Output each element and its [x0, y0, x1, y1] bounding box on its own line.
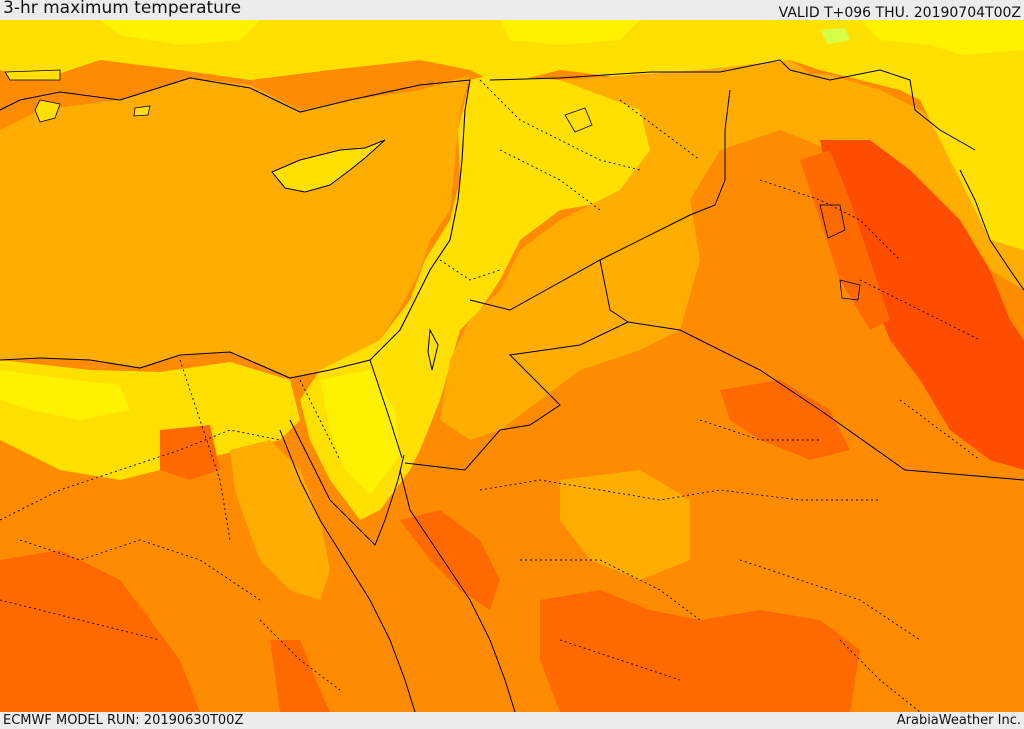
border-egypt-israel: [369, 359, 403, 459]
turkey-coastline: [0, 77, 471, 113]
border-jordan-saudi: [404, 259, 630, 471]
model-run: ECMWF MODEL RUN: 20190630T00Z: [3, 713, 244, 728]
redsea-east-coastline: [399, 469, 516, 712]
temp-zone-saudi-light: [560, 470, 690, 580]
temp-zone-saudi-south-hot: [540, 590, 860, 712]
persian-gulf-coast: [959, 169, 1024, 291]
temp-zone-iraq-hot: [820, 140, 1024, 470]
temp-zone-egypt-west-hot: [160, 425, 220, 480]
map-canvas: [0, 20, 1024, 712]
temp-zone-redsea-coast: [400, 510, 500, 610]
temperature-map: [0, 20, 1024, 712]
temp-zone-sudan-hot-2: [270, 640, 330, 712]
temp-zone-north-light: [100, 20, 1024, 70]
persian-gulf-lakes: [819, 204, 861, 301]
greek-islands: [4, 69, 151, 123]
map-title: 3-hr maximum temperature: [3, 0, 242, 18]
temp-zone-syria: [440, 60, 820, 440]
border-syria-iraq: [489, 59, 976, 151]
temp-zone-nile: [230, 440, 330, 600]
temp-zone-iran-yellow: [900, 50, 1024, 250]
redsea-west-coastline: [279, 429, 416, 712]
border-syria-iraq-south: [469, 89, 731, 311]
credit-text: ArabiaWeather Inc.: [896, 713, 1021, 728]
border-iraq-saudi: [627, 321, 1024, 481]
temp-zone-green-speck: [820, 28, 850, 44]
province-borders: [0, 79, 981, 712]
temp-zone-egypt-coast-bright: [0, 370, 130, 420]
valid-time: VALID T+096 THU. 20190704T00Z: [778, 5, 1021, 21]
lake-tuz: [564, 107, 593, 133]
gulf-suez: [289, 419, 405, 546]
temp-zone-sudan-hot: [0, 550, 200, 712]
cyprus-island: [271, 139, 386, 193]
temp-zone-iraq-hot-dark: [800, 150, 890, 330]
dead-sea: [427, 328, 439, 371]
temp-zone-sinai-bright: [320, 370, 400, 495]
temp-zone-north-yellow: [0, 20, 1024, 150]
